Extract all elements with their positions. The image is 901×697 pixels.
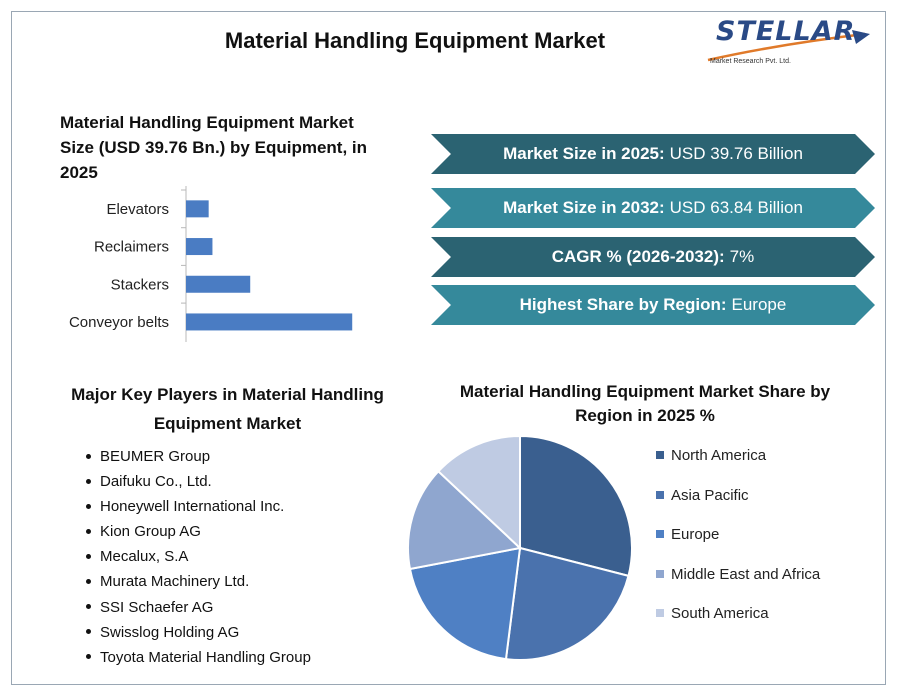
list-item-label: Honeywell International Inc.	[100, 498, 285, 516]
bullet-icon	[86, 579, 91, 584]
bullet-icon	[86, 478, 91, 484]
bullet-icon	[86, 503, 91, 509]
bar-stackers	[186, 275, 251, 293]
list-item-label: Swisslog Holding AG	[100, 623, 240, 641]
list-item-label: Murata Machinery Ltd.	[100, 573, 250, 591]
bar-chart-title: Material Handling Equipment Market Size …	[60, 113, 367, 182]
legend-swatch-icon	[656, 530, 664, 539]
bullet-icon	[86, 528, 91, 534]
list-item: Kion Group AG	[86, 519, 311, 544]
legend-item: South America	[656, 602, 820, 642]
banner-label: CAGR % (2026-2032):	[551, 247, 725, 266]
bullet-icon	[86, 654, 91, 660]
list-item-label: Mecalux, S.A	[100, 548, 189, 566]
pie-slice-asia-pacific	[504, 546, 630, 661]
legend-swatch-icon	[656, 609, 664, 618]
legend-item: Europe	[656, 523, 820, 563]
banner-value: 7%	[729, 247, 755, 266]
list-item: Mecalux, S.A	[86, 544, 311, 569]
legend-label: Europe	[671, 526, 720, 543]
bar-elevators	[186, 200, 209, 218]
banner-value: USD 63.84 Billion	[669, 198, 803, 217]
pie-chart-title: Material Handling Equipment Market Share…	[459, 382, 831, 425]
legend-item: Asia Pacific	[656, 484, 820, 524]
list-item: Toyota Material Handling Group	[86, 645, 311, 670]
banner-highest-share: Highest Share by Region: Europe	[431, 285, 875, 325]
key-players-list: BEUMER Group Daifuku Co., Ltd. Honeywell…	[86, 444, 311, 670]
list-item: Murata Machinery Ltd.	[86, 569, 311, 594]
banner-cagr: CAGR % (2026-2032): 7%	[431, 237, 875, 277]
legend-label: North America	[671, 447, 767, 464]
legend-swatch-icon	[656, 451, 664, 460]
banner-label: Highest Share by Region:	[519, 295, 727, 314]
list-item: Swisslog Holding AG	[86, 620, 311, 645]
bar-conveyor-belts	[186, 313, 353, 331]
logo-swoosh-icon	[707, 30, 870, 62]
pie-slice-europe	[408, 546, 522, 661]
bullet-icon	[86, 453, 91, 459]
banner-value: Europe	[731, 295, 787, 314]
logo-subtitle: Market Research Pvt. Ltd.	[710, 58, 791, 65]
company-logo: STELLAR Market Research Pvt. Ltd.	[700, 14, 875, 70]
bar-category-label: Stackers	[111, 276, 169, 293]
page-title: Material Handling Equipment Market	[224, 28, 606, 53]
list-item: SSI Schaefer AG	[86, 595, 311, 620]
pie-slice-middle-east-and-africa	[407, 469, 523, 571]
legend-item: Middle East and Africa	[656, 563, 820, 603]
list-item-label: Toyota Material Handling Group	[100, 648, 311, 666]
list-item-label: Kion Group AG	[100, 523, 201, 541]
key-players-title: Major Key Players in Material Handling E…	[71, 385, 384, 433]
pie-slice-south-america	[436, 434, 521, 551]
pie-slice-north-america	[519, 434, 633, 578]
legend-label: Middle East and Africa	[671, 565, 821, 583]
infographic-frame	[11, 11, 886, 685]
bar-chart: Elevators Reclaimers Stackers Conveyor belt…	[69, 186, 353, 342]
list-item: Daifuku Co., Ltd.	[86, 469, 311, 494]
banner-value: USD 39.76 Billion	[669, 144, 803, 163]
bar-category-label: Conveyor belts	[69, 314, 169, 331]
banner-label: Market Size in 2025:	[503, 144, 665, 163]
banner-label: Market Size in 2032:	[503, 198, 665, 217]
legend-swatch-icon	[656, 569, 664, 578]
list-item: BEUMER Group	[86, 444, 311, 469]
list-item-label: Daifuku Co., Ltd.	[100, 473, 212, 491]
list-item: Honeywell International Inc.	[86, 494, 311, 519]
banner-market-size-2025: Market Size in 2025: USD 39.76 Billion	[431, 134, 875, 174]
pie-legend: North America Asia Pacific Europe Middle Ea…	[656, 444, 820, 642]
bar-category-label: Elevators	[106, 201, 169, 218]
legend-item: North America	[656, 444, 820, 484]
list-item-label: BEUMER Group	[100, 448, 211, 465]
bullet-icon	[86, 553, 91, 559]
legend-label: South America	[671, 605, 769, 622]
legend-swatch-icon	[656, 490, 664, 499]
bar-category-label: Reclaimers	[94, 239, 169, 256]
pie-chart	[407, 434, 633, 661]
bullet-icon	[86, 629, 91, 635]
banner-market-size-2032: Market Size in 2032: USD 63.84 Billion	[431, 188, 875, 228]
logo-wordmark: STELLAR	[716, 16, 856, 47]
bar-reclaimers	[186, 238, 213, 256]
list-item-label: SSI Schaefer AG	[100, 598, 214, 616]
bullet-icon	[86, 604, 91, 610]
legend-label: Asia Pacific	[671, 486, 749, 504]
